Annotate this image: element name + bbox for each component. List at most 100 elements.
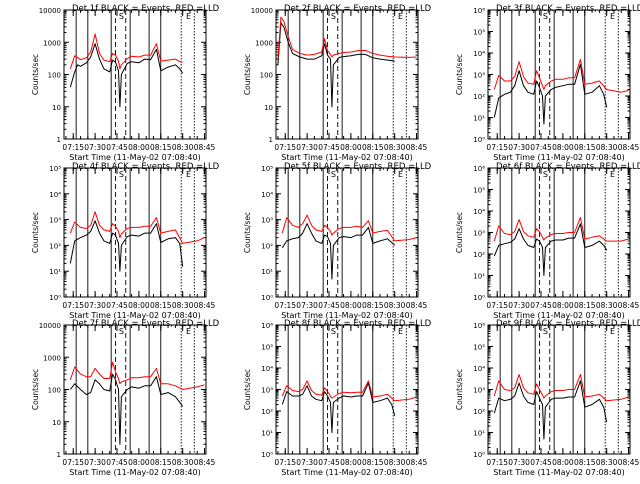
detector-panel: Det 8f BLACK = Events, RED =LLD 10⁰ 10¹ 10²… (243, 319, 432, 477)
events-series-line (69, 43, 184, 108)
x-tick-label: 07:30 (84, 301, 106, 310)
events-series-line (493, 63, 608, 125)
y-tick-label: 100 (48, 72, 61, 80)
x-tick-label: 07:45 (318, 143, 340, 152)
x-tick-label: 08:45 (406, 301, 428, 310)
interval-marker: E (398, 12, 403, 21)
events-series-line (493, 223, 608, 276)
y-axis-label: Counts/sec (243, 369, 252, 410)
x-tick-label: 07:15 (62, 458, 84, 467)
panel-title: Det 2f BLACK = Events, RED =LLD (284, 4, 432, 14)
x-tick-label: 08:00 (552, 143, 574, 152)
x-tick-label: 08:00 (128, 301, 150, 310)
detector-panel: Det 9f BLACK = Events, RED =LLD 10⁰ 10¹ 10²… (455, 319, 640, 477)
panel-title: Det 1f BLACK = Events, RED =LLD (72, 4, 220, 14)
y-tick-label: 10⁰ (261, 294, 273, 302)
x-tick-label: 08:00 (340, 458, 362, 467)
x-tick-label: 07:30 (296, 143, 318, 152)
y-tick-label: 100 (260, 72, 273, 80)
y-tick-label: 10¹ (473, 115, 485, 123)
y-tick-label: 10⁰ (49, 294, 61, 302)
detector-panel: Det 1f BLACK = Events, RED =LLD 1 10 100 100… (31, 4, 220, 162)
lld-series-line (69, 211, 205, 244)
interval-marker: S (543, 327, 548, 336)
x-tick-label: 07:30 (296, 301, 318, 310)
x-tick-label: 07:30 (84, 143, 106, 152)
x-tick-label: 08:15 (574, 143, 596, 152)
y-axis-label: Counts/sec (243, 212, 252, 253)
y-tick-label: 1 (57, 451, 61, 459)
y-tick-label: 10⁵ (261, 165, 273, 173)
y-tick-label: 10² (261, 408, 273, 416)
lld-series-line (493, 374, 629, 402)
y-axis-label: Counts/sec (455, 54, 464, 95)
events-series-line (493, 380, 608, 440)
interval-marker: S (119, 170, 124, 179)
plot-frame (275, 167, 419, 298)
y-tick-label: 10⁴ (261, 191, 273, 199)
x-tick-label: 08:30 (384, 458, 406, 467)
x-tick-label: 08:00 (128, 143, 150, 152)
lld-series-line (493, 217, 629, 242)
y-axis-label: Counts/sec (455, 212, 464, 253)
plot-frame (275, 324, 419, 455)
x-tick-label: 08:00 (340, 301, 362, 310)
x-tick-label: 08:15 (362, 458, 384, 467)
y-tick-label: 10⁶ (473, 165, 485, 173)
x-tick-label: 08:30 (596, 458, 618, 467)
x-tick-label: 08:00 (128, 458, 150, 467)
y-tick-label: 10⁴ (261, 365, 273, 373)
y-tick-label: 10³ (473, 387, 485, 395)
x-tick-label: 08:00 (552, 458, 574, 467)
panel-title: Det 7f BLACK = Events, RED =LLD (72, 319, 220, 329)
y-axis-label: Counts/sec (31, 369, 40, 410)
x-tick-label: 08:30 (384, 301, 406, 310)
y-tick-label: 10⁴ (473, 50, 485, 58)
plot-frame (487, 167, 631, 298)
y-tick-label: 1 (269, 136, 273, 144)
y-tick-label: 10⁵ (261, 344, 273, 352)
y-tick-label: 10² (49, 242, 61, 250)
y-tick-label: 10² (473, 408, 485, 416)
x-tick-label: 08:45 (194, 458, 216, 467)
interval-marker: E (398, 170, 403, 179)
x-tick-label: 07:45 (530, 301, 552, 310)
panel-title: Det 8f BLACK = Events, RED =LLD (284, 319, 432, 329)
y-tick-label: 10⁶ (473, 322, 485, 330)
x-tick-label: 07:15 (486, 143, 508, 152)
y-axis-label: Counts/sec (455, 369, 464, 410)
x-axis-label: Start Time (11-May-02 07:08:40) (493, 311, 624, 320)
x-tick-label: 08:30 (172, 458, 194, 467)
lld-series-line (281, 380, 417, 402)
y-tick-label: 1000 (43, 39, 61, 47)
interval-marker: S (331, 12, 336, 21)
y-tick-label: 10⁰ (261, 451, 273, 459)
events-series-line (281, 382, 396, 433)
detector-panel: Det 4f BLACK = Events, RED =LLD 10⁰ 10¹ 10²… (31, 162, 220, 320)
y-tick-label: 10³ (49, 217, 61, 225)
x-tick-label: 08:15 (362, 301, 384, 310)
y-tick-label: 10⁴ (473, 208, 485, 216)
y-tick-label: 1000 (255, 39, 273, 47)
events-series-line (277, 22, 395, 108)
y-tick-label: 10³ (473, 72, 485, 80)
plot-frame (63, 167, 207, 298)
x-axis-label: Start Time (11-May-02 07:08:40) (69, 468, 200, 477)
x-tick-label: 07:45 (318, 301, 340, 310)
y-tick-label: 10⁵ (49, 165, 61, 173)
x-tick-label: 08:15 (574, 301, 596, 310)
y-tick-label: 10⁰ (473, 294, 485, 302)
y-axis-label: Counts/sec (31, 212, 40, 253)
panel-title: Det 9f BLACK = Events, RED =LLD (496, 319, 640, 329)
x-tick-label: 08:45 (406, 458, 428, 467)
events-series-line (69, 220, 184, 272)
plot-frame (275, 9, 419, 140)
x-tick-label: 07:45 (530, 458, 552, 467)
detector-panel: Det 6f BLACK = Events, RED =LLD 10⁰ 10¹ 10²… (455, 162, 640, 320)
y-tick-label: 10⁰ (473, 451, 485, 459)
panel-title: Det 6f BLACK = Events, RED =LLD (496, 162, 640, 172)
y-tick-label: 10⁶ (473, 7, 485, 15)
y-tick-label: 1 (57, 136, 61, 144)
x-tick-label: 08:00 (340, 143, 362, 152)
